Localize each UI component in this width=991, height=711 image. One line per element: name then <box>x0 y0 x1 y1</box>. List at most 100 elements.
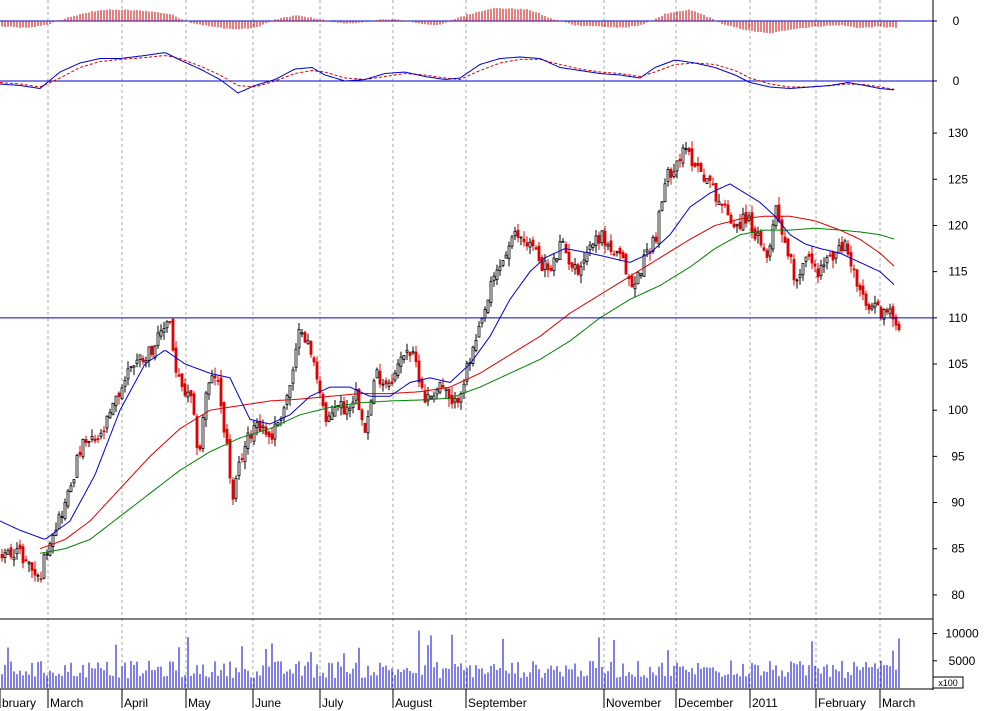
candle-body <box>123 379 127 387</box>
candle-body <box>141 358 145 363</box>
month-label: February <box>818 696 866 710</box>
candle-body <box>534 247 538 250</box>
candle-body <box>633 283 637 290</box>
candle-body <box>456 398 460 403</box>
signal-line <box>0 55 895 90</box>
candle-body <box>702 174 706 182</box>
candle-body <box>24 559 28 562</box>
candle-body <box>378 370 382 385</box>
candle-body <box>660 201 664 211</box>
candle-body <box>72 479 76 484</box>
candle-body <box>78 451 82 456</box>
candle-body <box>180 373 184 388</box>
candle-body <box>390 381 394 385</box>
candle-body <box>651 236 655 252</box>
candle-body <box>834 251 838 259</box>
volume-tick-label: 10000 <box>945 627 979 641</box>
candle-body <box>495 269 499 280</box>
candle-body <box>426 394 430 402</box>
candle-body <box>654 236 658 242</box>
candle-body <box>153 345 157 359</box>
month-label: November <box>606 696 661 710</box>
candle-body <box>813 263 817 267</box>
candle-body <box>291 369 295 384</box>
candle-body <box>492 275 496 282</box>
candle-body <box>264 426 268 435</box>
volume-unit-box: x100 <box>932 676 964 689</box>
candle-body <box>819 264 823 277</box>
candle-body <box>798 274 802 279</box>
candle-body <box>681 147 685 164</box>
candle-body <box>420 378 424 388</box>
month-label: July <box>322 696 343 710</box>
candle-body <box>552 257 556 272</box>
candle-body <box>720 203 724 206</box>
candle-body <box>801 263 805 276</box>
candle-body <box>192 393 196 415</box>
candle-body <box>429 395 433 399</box>
candle-body <box>708 175 712 181</box>
candle-body <box>663 183 667 203</box>
candle-body <box>330 412 334 420</box>
candle-body <box>849 252 853 267</box>
candle-body <box>3 552 7 558</box>
candle-body <box>639 273 643 276</box>
candle-body <box>804 256 808 262</box>
candle-body <box>489 281 493 303</box>
price-tick-label: 105 <box>948 357 968 371</box>
candle-body <box>6 550 10 555</box>
candle-body <box>606 243 610 247</box>
candle-body <box>519 236 523 239</box>
candle-body <box>462 383 466 394</box>
candle-body <box>513 230 517 237</box>
candle-body <box>894 316 898 326</box>
candle-body <box>201 417 205 449</box>
candle-body <box>258 420 262 432</box>
candle-body <box>42 554 46 579</box>
candle-body <box>366 416 370 434</box>
candle-body <box>783 236 787 243</box>
candle-body <box>522 238 526 243</box>
candle-body <box>300 332 304 335</box>
candle-body <box>120 387 124 399</box>
candle-body <box>600 230 604 244</box>
month-label: May <box>188 696 211 710</box>
candle-body <box>447 389 451 400</box>
candle-body <box>732 223 736 228</box>
candle-body <box>753 228 757 240</box>
candle-body <box>111 402 115 415</box>
candle-body <box>867 304 871 310</box>
volume-unit-frame <box>932 676 964 689</box>
candle-body <box>174 347 178 373</box>
candle-body <box>405 349 409 353</box>
candle-body <box>21 546 25 564</box>
candle-body <box>855 269 859 287</box>
candle-body <box>792 259 796 281</box>
candle-body <box>645 249 649 253</box>
volume-tick-label: 5000 <box>949 654 976 668</box>
candle-body <box>216 379 220 382</box>
candle-body <box>675 160 679 172</box>
candle-body <box>672 171 676 177</box>
candle-body <box>843 240 847 252</box>
candle-body <box>510 236 514 247</box>
candle-body <box>621 252 625 259</box>
candle-body <box>30 562 34 571</box>
candle-body <box>765 250 769 258</box>
candle-body <box>339 401 343 409</box>
candle-body <box>207 382 211 395</box>
candle-body <box>480 318 484 324</box>
candle-body <box>504 254 508 259</box>
candle-body <box>570 262 574 268</box>
candle-body <box>0 554 4 559</box>
candle-body <box>186 391 190 398</box>
candle-body <box>39 578 43 581</box>
candle-body <box>54 529 58 537</box>
candle-body <box>597 234 601 244</box>
candle-body <box>516 229 520 238</box>
candle-body <box>816 268 820 278</box>
candle-body <box>684 148 688 150</box>
candle-body <box>582 259 586 264</box>
candle-body <box>105 415 109 429</box>
candle-body <box>831 251 835 261</box>
